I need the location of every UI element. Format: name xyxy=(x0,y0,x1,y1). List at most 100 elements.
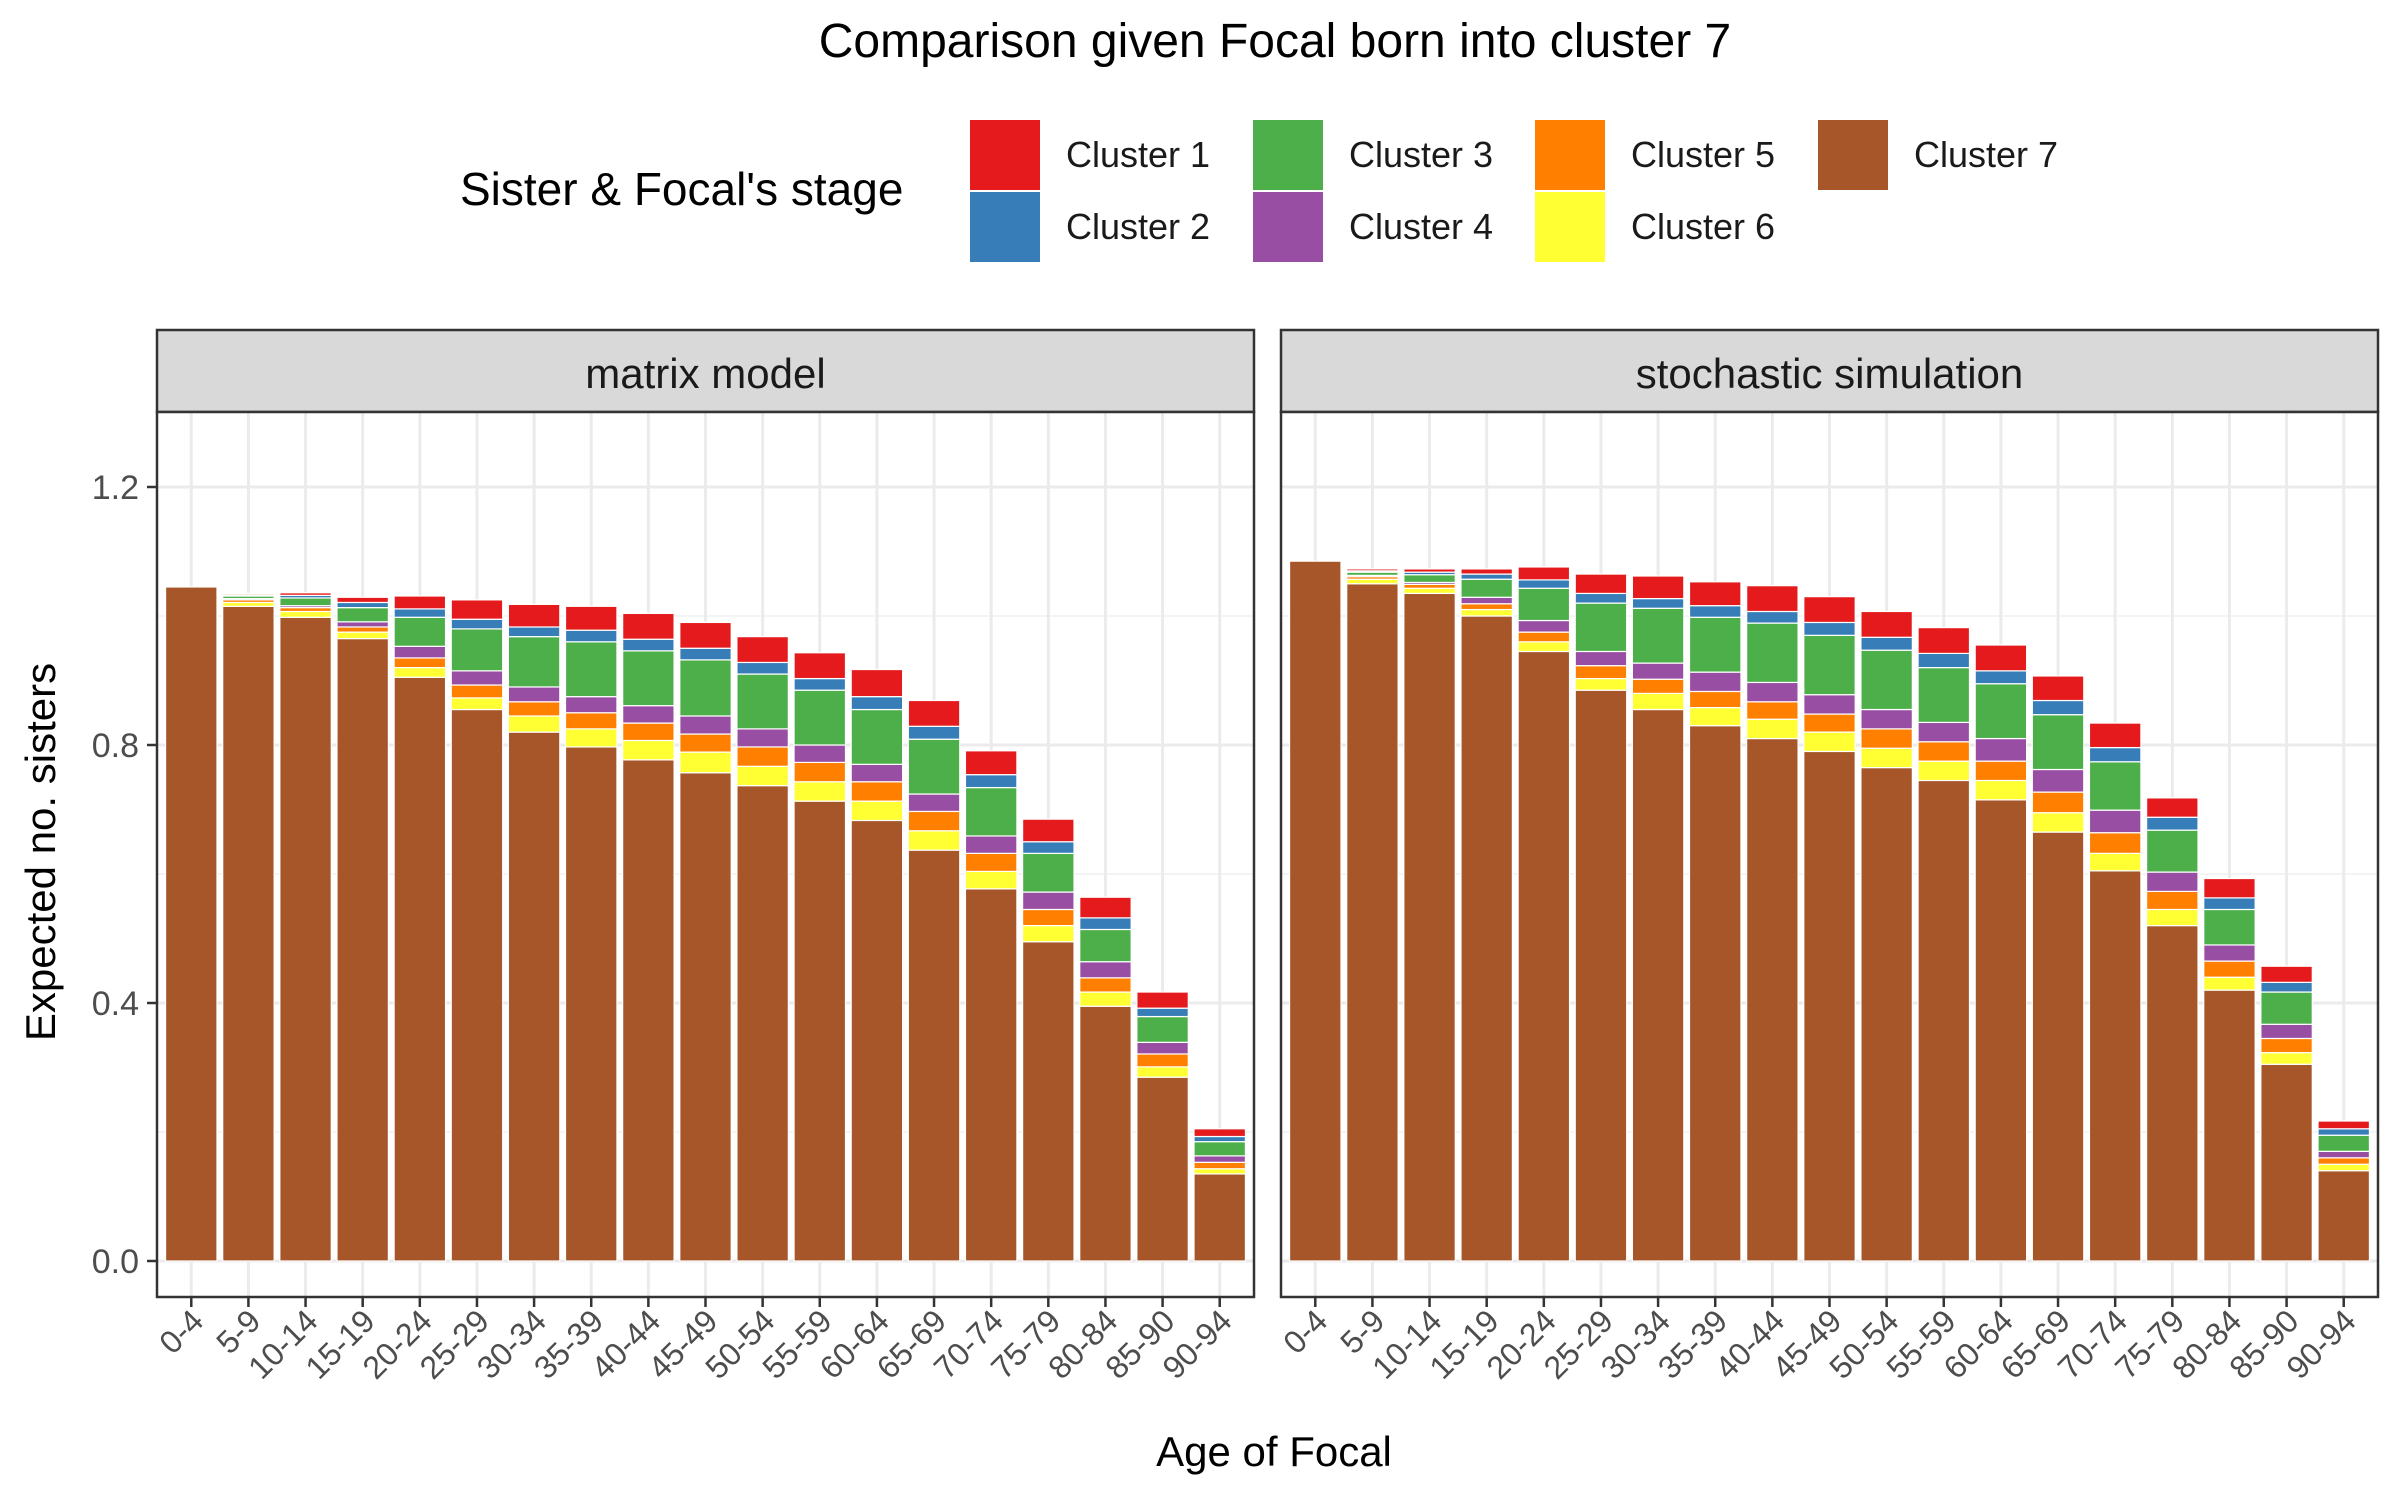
bar-segment-cluster-3 xyxy=(1460,578,1513,598)
bar-segment-cluster-7 xyxy=(2260,1063,2313,1262)
bar-segment-cluster-7 xyxy=(564,746,618,1262)
bar-segment-cluster-3 xyxy=(1803,634,1856,696)
bar-segment-cluster-6 xyxy=(1460,608,1513,617)
bar-segment-cluster-5 xyxy=(450,684,504,699)
bar-segment-cluster-1 xyxy=(2317,1120,2371,1130)
bar-segment-cluster-5 xyxy=(336,626,389,633)
bar-segment-cluster-6 xyxy=(679,751,732,774)
bar-segment-cluster-7 xyxy=(1860,766,1913,1262)
bar-segment-cluster-1 xyxy=(2146,797,2199,818)
bar-segment-cluster-1 xyxy=(1517,566,1571,581)
facet-panels: matrix model0.00.40.81.20-45-910-1415-19… xyxy=(92,328,2380,1386)
bar-segment-cluster-1 xyxy=(2203,877,2256,899)
bar-segment-cluster-3 xyxy=(679,659,732,717)
bar-segment-cluster-1 xyxy=(793,652,847,680)
bar-segment-cluster-2 xyxy=(964,774,1018,789)
bar-segment-cluster-2 xyxy=(1803,621,1856,636)
bar-segment-cluster-3 xyxy=(1517,587,1571,622)
bar-segment-cluster-1 xyxy=(2031,675,2085,702)
bar-segment-cluster-3 xyxy=(336,607,389,623)
bar-segment-cluster-2 xyxy=(907,725,961,740)
legend-label-cluster-5: Cluster 5 xyxy=(1631,134,1775,175)
bar-segment-cluster-4 xyxy=(2088,809,2142,834)
bar-segment-cluster-7 xyxy=(279,616,332,1262)
bar-segment-cluster-4 xyxy=(850,763,904,783)
bar-segment-cluster-1 xyxy=(1574,573,1628,595)
bar-segment-cluster-7 xyxy=(164,586,218,1262)
bar-segment-cluster-1 xyxy=(679,621,732,649)
bar-segment-cluster-4 xyxy=(907,793,961,813)
bar-segment-cluster-2 xyxy=(1136,1007,1189,1018)
bar-segment-cluster-5 xyxy=(393,657,447,669)
bar-segment-cluster-3 xyxy=(1193,1141,1247,1157)
bar-segment-cluster-5 xyxy=(1860,728,1913,749)
bar-segment-cluster-5 xyxy=(2260,1037,2313,1054)
bar-segment-cluster-7 xyxy=(1746,737,1799,1262)
bar-segment-cluster-7 xyxy=(1346,583,1399,1262)
bar-segment-cluster-7 xyxy=(393,676,447,1262)
bar-segment-cluster-7 xyxy=(622,759,675,1262)
bar-segment-cluster-3 xyxy=(793,689,847,746)
bar-segment-cluster-5 xyxy=(2088,832,2142,854)
bar-segment-cluster-7 xyxy=(793,800,847,1262)
bar-segment-cluster-1 xyxy=(1746,585,1799,613)
bar-segment-cluster-2 xyxy=(1079,917,1132,931)
bar-segment-cluster-7 xyxy=(1917,779,1971,1262)
legend-key-cluster-5 xyxy=(1535,120,1605,190)
bar-segment-cluster-7 xyxy=(964,888,1018,1262)
bar-segment-cluster-3 xyxy=(964,786,1018,837)
legend-title: Sister & Focal's stage xyxy=(460,163,904,215)
bar-segment-cluster-6 xyxy=(2088,852,2142,872)
bar-segment-cluster-4 xyxy=(1860,708,1913,730)
bar-segment-cluster-6 xyxy=(2260,1052,2313,1065)
bar-segment-cluster-4 xyxy=(622,705,675,724)
bar-segment-cluster-5 xyxy=(1974,760,2028,782)
bar-segment-cluster-6 xyxy=(393,666,447,678)
bar-segment-cluster-3 xyxy=(507,636,561,688)
bar-segment-cluster-3 xyxy=(1079,928,1132,963)
bar-segment-cluster-6 xyxy=(1803,731,1856,753)
bar-segment-cluster-3 xyxy=(2317,1134,2371,1152)
bar-segment-cluster-7 xyxy=(1460,615,1513,1262)
bar-segment-cluster-1 xyxy=(1136,991,1189,1009)
bar-segment-cluster-7 xyxy=(222,605,275,1262)
bar-segment-cluster-6 xyxy=(1346,578,1399,585)
bar-segment-cluster-5 xyxy=(1574,665,1628,680)
bar-segment-cluster-6 xyxy=(1688,706,1742,727)
bar-segment-cluster-4 xyxy=(2317,1150,2371,1159)
bar-segment-cluster-7 xyxy=(2203,989,2256,1262)
bar-segment-cluster-1 xyxy=(1460,568,1513,575)
bar-segment-cluster-4 xyxy=(1746,681,1799,703)
bar-segment-cluster-4 xyxy=(1917,721,1971,743)
bar-segment-cluster-4 xyxy=(450,670,504,686)
bar-segment-cluster-4 xyxy=(564,696,618,714)
bar-segment-cluster-2 xyxy=(793,677,847,691)
legend-label-cluster-3: Cluster 3 xyxy=(1349,134,1493,175)
bar-segment-cluster-6 xyxy=(336,631,389,640)
legend-label-cluster-6: Cluster 6 xyxy=(1631,206,1775,247)
bar-segment-cluster-3 xyxy=(1974,683,2028,740)
bar-segment-cluster-7 xyxy=(1403,592,1456,1262)
bar-segment-cluster-4 xyxy=(736,728,789,748)
legend-key-cluster-1 xyxy=(970,120,1040,190)
bar-segment-cluster-1 xyxy=(393,595,447,610)
legend-key-cluster-6 xyxy=(1535,192,1605,262)
bar-segment-cluster-4 xyxy=(2203,944,2256,962)
bar-segment-cluster-4 xyxy=(1079,961,1132,979)
bar-segment-cluster-6 xyxy=(1022,924,1075,943)
bar-segment-cluster-3 xyxy=(1917,666,1971,724)
bar-segment-cluster-4 xyxy=(507,686,561,703)
bar-segment-cluster-2 xyxy=(2203,897,2256,911)
bar-segment-cluster-3 xyxy=(393,616,447,647)
bar-segment-cluster-5 xyxy=(1631,678,1685,695)
chart-title: Comparison given Focal born into cluster… xyxy=(818,15,1732,68)
bar-segment-cluster-3 xyxy=(736,673,789,730)
bar-segment-cluster-6 xyxy=(964,870,1018,890)
bar-segment-cluster-1 xyxy=(964,750,1018,776)
bar-segment-cluster-5 xyxy=(2146,890,2199,911)
bar-segment-cluster-6 xyxy=(1746,718,1799,740)
bar-segment-cluster-2 xyxy=(1917,652,1971,669)
bar-segment-cluster-6 xyxy=(450,697,504,711)
bar-segment-cluster-1 xyxy=(1631,575,1685,600)
y-tick-label: 0.8 xyxy=(92,727,139,765)
